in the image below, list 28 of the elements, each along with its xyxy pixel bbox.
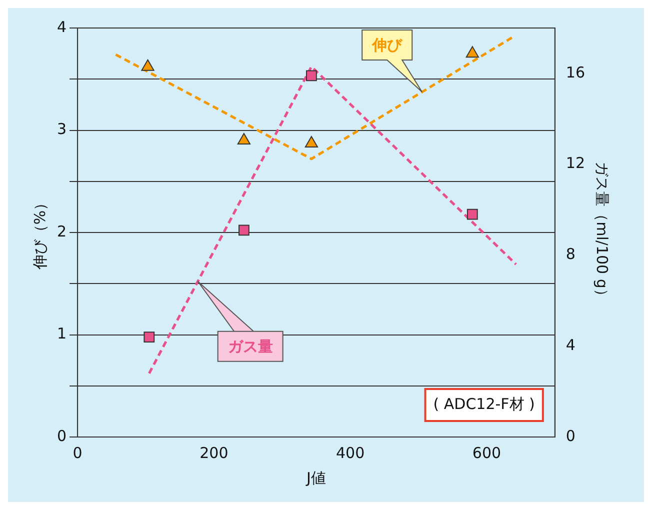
x-axis-title: J値 bbox=[306, 468, 326, 487]
point bbox=[144, 332, 155, 342]
y-tick-label: 0 bbox=[56, 426, 67, 445]
y-tick-label: 3 bbox=[56, 120, 67, 138]
point bbox=[141, 59, 154, 71]
y2-tick-label: 4 bbox=[566, 336, 576, 354]
x-tick-label: 200 bbox=[200, 444, 228, 462]
y-tick-label: 1 bbox=[56, 324, 67, 343]
y2-axis-title: ガス量（ml/100 g） bbox=[593, 162, 612, 304]
point bbox=[237, 132, 251, 144]
annotation: ( ADC12-F材 ) bbox=[433, 394, 535, 413]
y2-tick-label: 8 bbox=[566, 245, 576, 264]
point bbox=[304, 136, 318, 148]
text: 伸び bbox=[371, 36, 404, 54]
point bbox=[466, 46, 479, 58]
point bbox=[466, 208, 478, 220]
x-tick-label: 600 bbox=[472, 444, 502, 462]
text: ガス量 bbox=[228, 337, 273, 356]
y-axis-title: 伸び（%） bbox=[30, 195, 49, 271]
x-tick-label: 0 bbox=[72, 444, 82, 462]
y-tick-label: 2 bbox=[56, 222, 67, 240]
y2-tick-label: 16 bbox=[566, 63, 586, 82]
y-tick-label: 4 bbox=[56, 18, 67, 36]
point bbox=[306, 70, 317, 82]
y2-tick-label: 12 bbox=[566, 154, 586, 172]
y2-tick-label: 0 bbox=[566, 426, 576, 445]
x-tick-label: 400 bbox=[336, 444, 365, 462]
point bbox=[238, 224, 250, 236]
